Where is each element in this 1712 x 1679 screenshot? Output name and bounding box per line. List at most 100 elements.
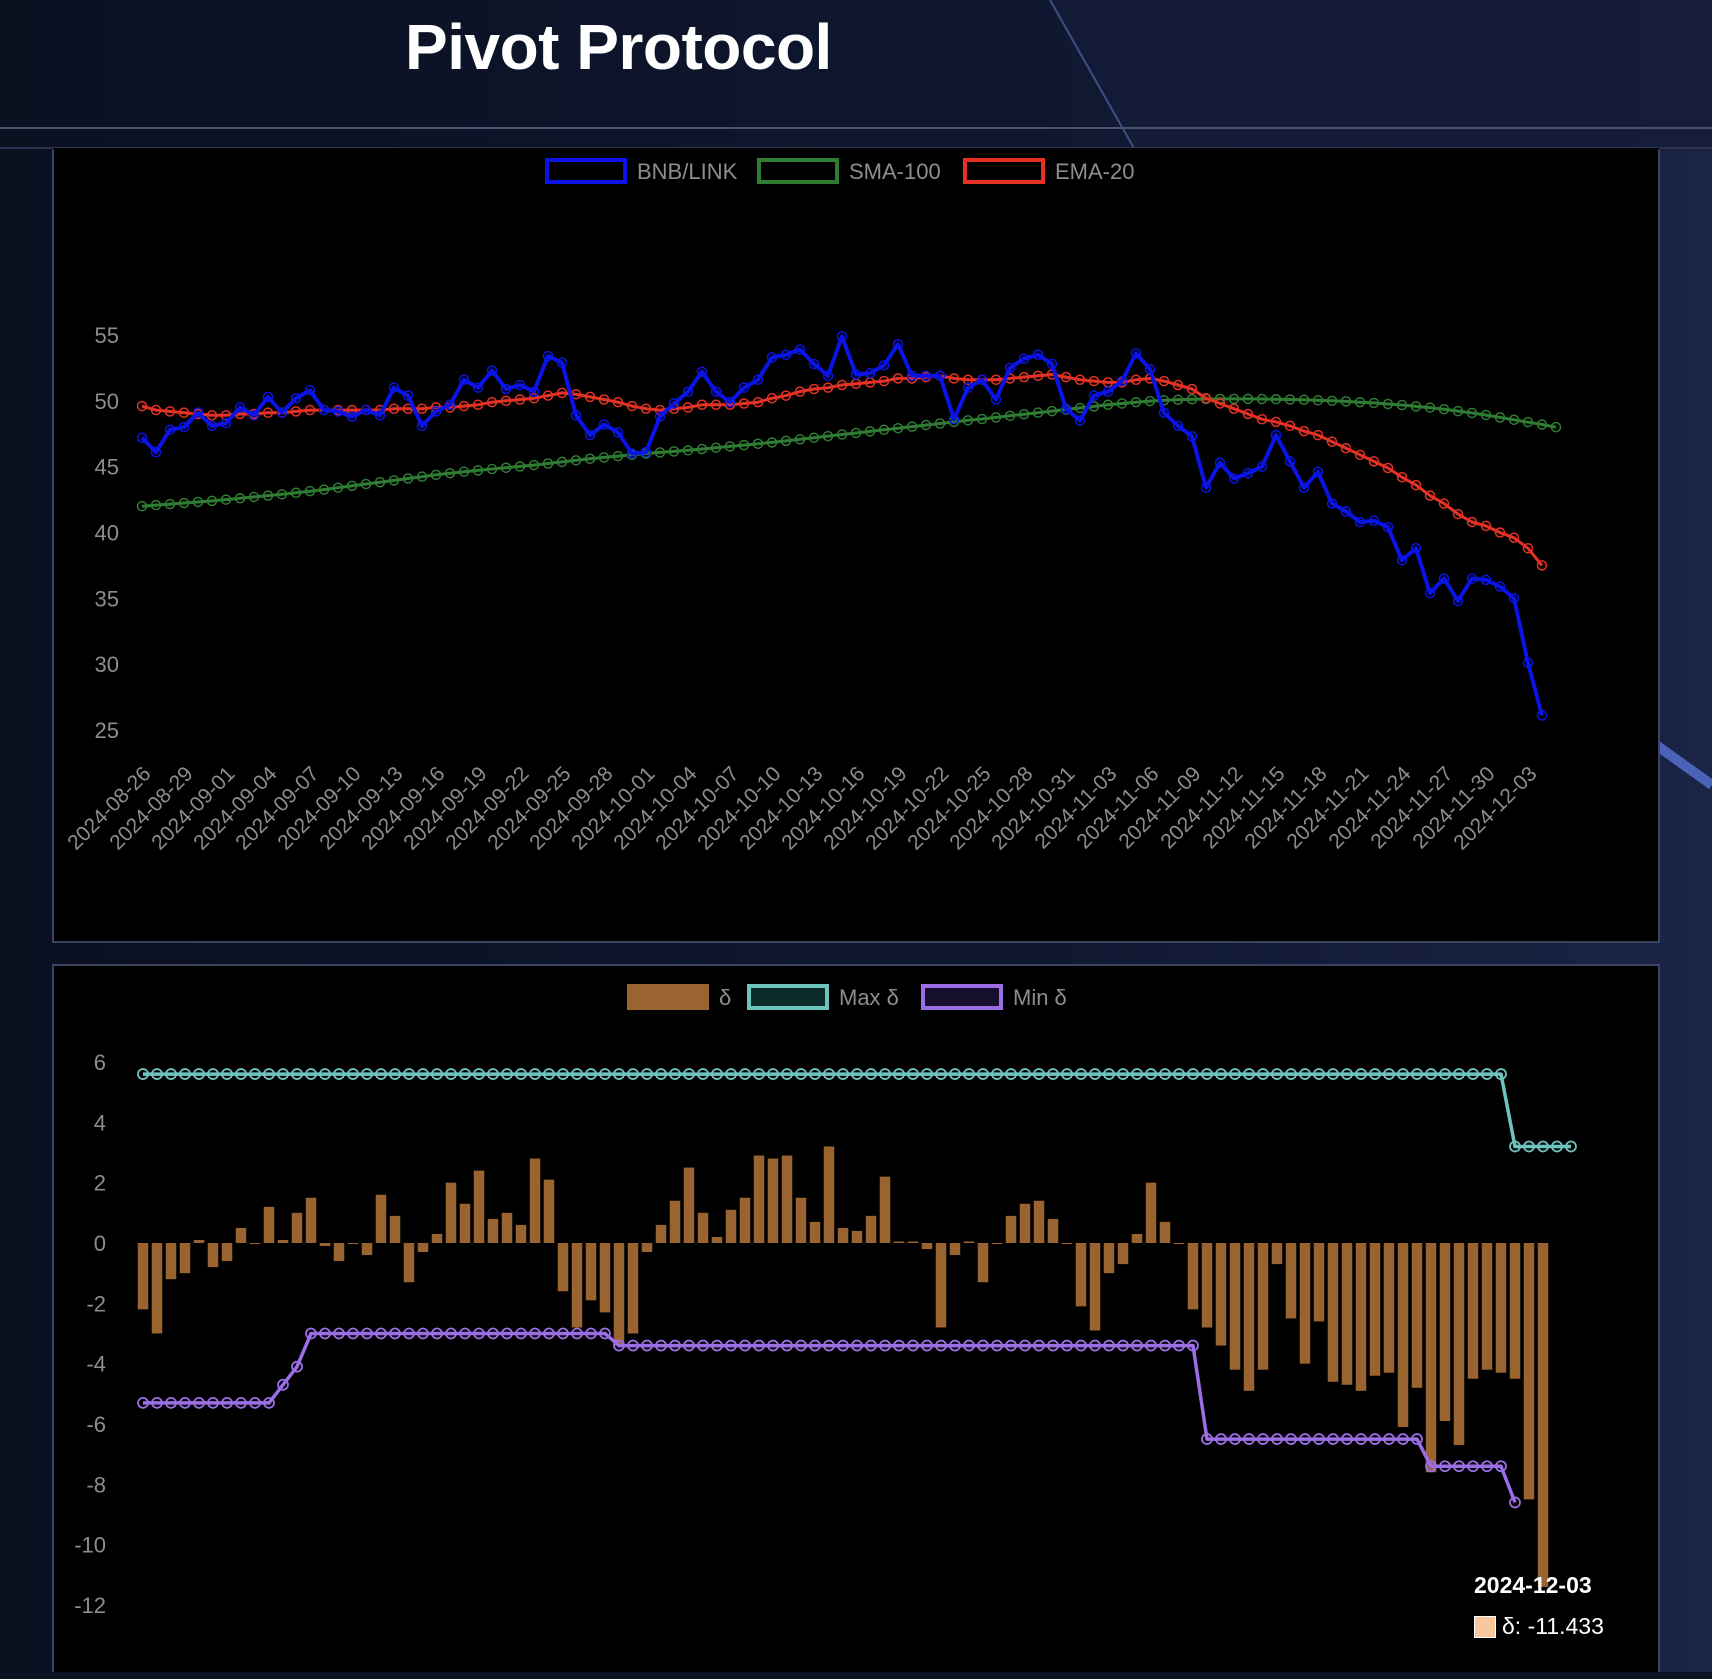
series-point-1: [1256, 393, 1268, 405]
series-point-1: [1242, 393, 1254, 405]
series-point-2: [1438, 498, 1450, 509]
delta-bar: [291, 1212, 303, 1243]
series-point-1: [137, 1068, 149, 1080]
series-point-1: [696, 443, 708, 455]
series-point-2: [1425, 1460, 1437, 1473]
series-point-0: [738, 382, 750, 393]
series-point-0: [1186, 431, 1198, 442]
series-point-0: [1298, 482, 1310, 493]
series-point-0: [416, 420, 428, 432]
series-point-2: [963, 1339, 975, 1352]
delta-bar: [683, 1167, 695, 1243]
y-tick-label: 30: [95, 652, 119, 677]
series-point-2: [1424, 490, 1436, 501]
series-point-0: [1270, 429, 1282, 441]
series-point-2: [837, 1339, 849, 1352]
series-point-0: [374, 410, 386, 421]
series-point-0: [976, 374, 988, 386]
series-point-0: [304, 385, 316, 396]
series-point-2: [515, 1327, 527, 1340]
series-point-0: [192, 407, 204, 418]
series-point-2: [1480, 520, 1492, 532]
series-point-1: [276, 489, 288, 500]
series-point-0: [864, 367, 876, 379]
series-point-1: [444, 468, 456, 479]
delta-bar: [949, 1243, 961, 1256]
price-chart-panel: 55 50 45 40 35 30 25 2024-08-26 2024-08-29 2024-0…: [52, 148, 1660, 943]
series-point-0: [1172, 420, 1184, 432]
series-point-1: [1424, 402, 1436, 413]
delta-bar: [305, 1197, 317, 1243]
series-point-0: [710, 386, 722, 397]
series-point-2: [1439, 1460, 1451, 1473]
series-point-0: [1410, 543, 1422, 554]
series-point-1: [445, 1068, 457, 1080]
series-point-0: [1214, 457, 1226, 468]
tooltip-swatch: [1474, 1615, 1496, 1638]
series-point-2: [1509, 1496, 1521, 1509]
series-point-0: [724, 396, 736, 408]
y-tick-label: 6: [94, 1050, 106, 1075]
series-point-2: [1410, 479, 1422, 491]
series-point-1: [458, 466, 470, 477]
series-point-0: [1326, 498, 1338, 509]
series-point-2: [571, 1327, 583, 1340]
series-point-2: [164, 406, 176, 417]
series-point-2: [1243, 1433, 1255, 1445]
series-point-1: [837, 1068, 849, 1080]
series-point-1: [1284, 394, 1296, 405]
y-tick-label: -8: [86, 1472, 106, 1497]
series-point-2: [1019, 1339, 1031, 1352]
series-point-2: [262, 407, 274, 418]
series-point-2: [1508, 532, 1520, 544]
series-point-2: [725, 1339, 737, 1352]
series-point-2: [528, 392, 540, 404]
series-point-2: [417, 1327, 429, 1340]
delta-bar: [795, 1197, 807, 1243]
delta-bar: [641, 1243, 653, 1253]
series-point-1: [1186, 394, 1198, 405]
series-point-2: [767, 1339, 779, 1352]
series-point-1: [822, 430, 834, 442]
y-tick-label: -12: [74, 1593, 106, 1618]
delta-bar: [1187, 1243, 1199, 1310]
series-point-0: [1354, 516, 1366, 528]
series-point-0: [906, 370, 918, 382]
series-point-0: [500, 383, 512, 395]
series-point-1: [570, 455, 582, 466]
series-point-2: [459, 1327, 471, 1340]
series-point-0: [1032, 349, 1044, 360]
series-point-1: [1480, 409, 1492, 421]
series-point-2: [865, 1339, 877, 1352]
series-point-1: [136, 500, 148, 512]
tooltip-date: 2024-12-03: [1474, 1572, 1592, 1598]
series-point-1: [1131, 1068, 1143, 1080]
series-point-0: [1340, 506, 1352, 517]
series-point-2: [249, 1396, 261, 1409]
legend-swatch-0: [627, 984, 709, 1010]
series-point-1: [1145, 1068, 1157, 1080]
series-point-2: [893, 1339, 905, 1352]
series-point-1: [1425, 1068, 1437, 1080]
series-point-1: [1536, 419, 1548, 430]
series-point-2: [921, 1339, 933, 1352]
series-point-2: [347, 1327, 359, 1340]
series-point-0: [1200, 482, 1212, 493]
series-point-0: [808, 358, 820, 370]
series-point-2: [738, 398, 750, 409]
series-point-2: [948, 373, 960, 384]
delta-bar: [319, 1243, 331, 1247]
series-point-0: [1466, 573, 1478, 584]
delta-bar: [445, 1182, 457, 1243]
series-point-1: [767, 1068, 779, 1080]
delta-bar: [851, 1230, 863, 1243]
series-point-1: [1018, 409, 1030, 420]
delta-bar: [459, 1203, 471, 1243]
delta-chart: 6 4 2 0 -2 -4 -6 -8 -10 -12 δ Max δ Min δ: [74, 984, 1577, 1618]
series-point-0: [1284, 456, 1296, 467]
series-point-0: [1256, 461, 1268, 472]
series-point-1: [262, 490, 274, 501]
series-point-0: [948, 414, 960, 425]
delta-bar: [585, 1243, 597, 1301]
delta-bar: [627, 1243, 639, 1334]
